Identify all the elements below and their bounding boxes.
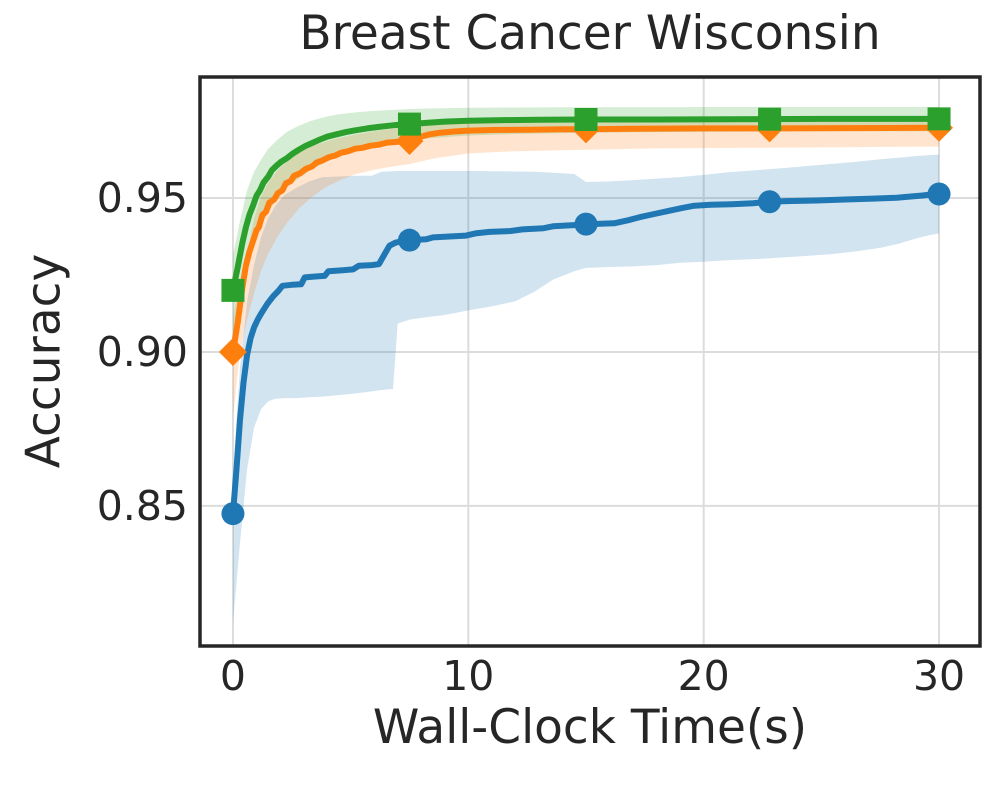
marker-square — [574, 107, 598, 131]
marker-square — [758, 107, 782, 131]
marker-circle — [574, 212, 598, 236]
axes-frame — [198, 75, 982, 648]
x-tick-label: 10 — [442, 652, 495, 700]
marker-circle — [397, 228, 421, 252]
marker-circle — [758, 190, 782, 214]
series-line-circle — [230, 191, 942, 517]
series-line-square — [230, 115, 942, 294]
marker-circle — [927, 182, 951, 206]
marker-square — [927, 107, 951, 131]
marker-diamond — [218, 337, 247, 366]
marker-square — [221, 278, 245, 302]
x-tick-label: 20 — [677, 652, 730, 700]
marker-circle — [221, 502, 245, 526]
x-axis-label: Wall-Clock Time(s) — [372, 700, 808, 755]
chart-title: Breast Cancer Wisconsin — [299, 6, 881, 61]
x-tick-label: 0 — [219, 652, 246, 700]
confidence-band-circle — [233, 154, 939, 623]
y-tick-label: 0.90 — [96, 327, 188, 376]
series-line-diamond — [230, 124, 942, 355]
y-tick-label: 0.85 — [96, 481, 188, 530]
marker-square — [397, 112, 421, 136]
x-tick-label: 30 — [912, 652, 966, 700]
y-tick-label: 0.95 — [96, 174, 188, 222]
